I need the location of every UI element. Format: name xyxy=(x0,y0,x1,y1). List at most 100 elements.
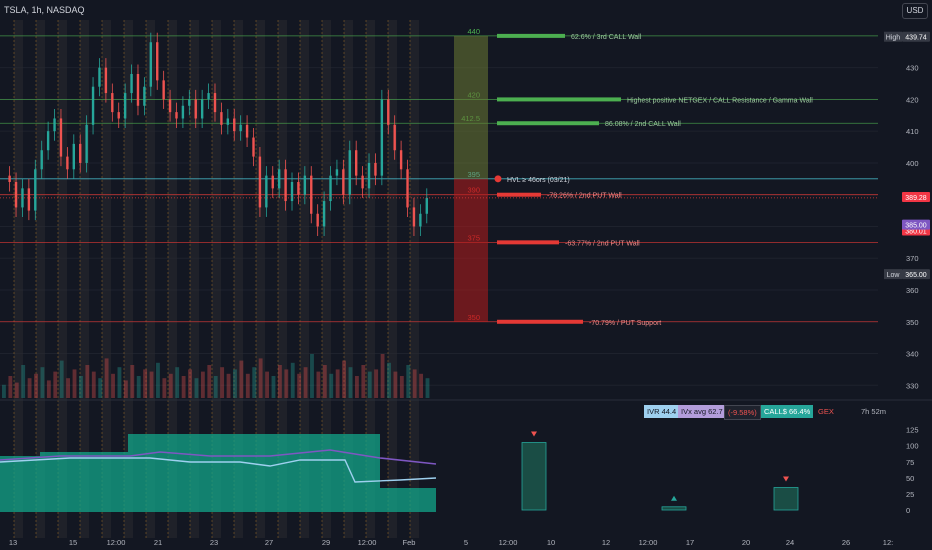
call-zone xyxy=(454,35,488,179)
price-tick-label: 370 xyxy=(906,254,919,263)
calls-badge: CALL$ 66.4% xyxy=(761,405,814,418)
volume-bar xyxy=(181,376,186,398)
session-stripe xyxy=(102,20,111,538)
time-axis-label: 12:00 xyxy=(499,538,518,547)
time-axis-label: 29 xyxy=(322,538,330,547)
time-axis-label: 13 xyxy=(9,538,17,547)
candle-body xyxy=(245,124,249,138)
candle-body xyxy=(46,131,50,151)
candle-body xyxy=(419,213,422,227)
volume-bar xyxy=(354,376,359,398)
indicator-tick-label: 125 xyxy=(906,426,919,435)
iv-line xyxy=(0,457,437,483)
indicator-bar xyxy=(773,487,799,511)
volume-bar xyxy=(40,367,45,398)
price-badge-value: 380.01 xyxy=(905,228,927,235)
indicator-tick-label: 50 xyxy=(906,474,914,483)
candle-body xyxy=(27,188,31,211)
time-axis-label: 21 xyxy=(154,538,162,547)
time-axis-label: 12: xyxy=(883,538,893,547)
volume-bar xyxy=(117,367,122,398)
volume-bar xyxy=(316,371,321,398)
hvl-dot xyxy=(494,175,502,183)
ivx-badge: IVx avg 62.7 xyxy=(678,405,726,418)
put-zone xyxy=(454,178,488,322)
time-axis-label: 12 xyxy=(602,538,610,547)
candle-body xyxy=(387,99,390,125)
candle-body xyxy=(53,118,56,132)
session-stripe xyxy=(300,20,309,538)
candle-body xyxy=(284,169,287,202)
timer-badge: 7h 52m xyxy=(861,407,887,416)
session-stripe xyxy=(322,20,331,538)
price-badge xyxy=(902,219,930,230)
gex-level-bar xyxy=(497,319,583,324)
session-stripe xyxy=(168,20,177,538)
ivr-badge: IVR 44.4 xyxy=(644,405,680,418)
candle-body xyxy=(239,124,242,132)
session-stripe xyxy=(388,20,397,538)
volume-bar xyxy=(239,360,244,398)
candle-body xyxy=(8,175,11,182)
volume-bar xyxy=(342,360,346,398)
volume-bar xyxy=(393,371,398,398)
candle-body xyxy=(342,169,345,195)
volume-bar xyxy=(412,369,417,398)
volume-bar xyxy=(277,365,282,398)
indicator-bar xyxy=(661,506,687,511)
volume-bar xyxy=(310,354,314,398)
gex-level-note: -63.77% / 2nd PUT Wall xyxy=(565,240,640,247)
session-stripe xyxy=(234,20,243,538)
volume-bar xyxy=(245,373,250,398)
candle-body xyxy=(374,162,377,176)
candle-body xyxy=(226,118,230,125)
volume-bar xyxy=(271,376,276,398)
time-axis-label: 10 xyxy=(547,538,555,547)
session-stripe xyxy=(212,20,221,538)
gex-level-note: 62.6% / 3rd CALL Wall xyxy=(571,34,642,41)
indicator-bar xyxy=(521,442,547,511)
volume-bar xyxy=(104,358,109,398)
session-stripe xyxy=(256,20,265,538)
volume-bar xyxy=(188,369,192,398)
volume-bar xyxy=(98,378,103,398)
candle-body xyxy=(290,182,294,202)
candle-body xyxy=(188,99,191,106)
volume-bar xyxy=(21,365,26,398)
candle-body xyxy=(316,213,319,227)
time-axis-label: 23 xyxy=(210,538,218,547)
price-tick-label: 430 xyxy=(906,64,919,73)
price-tick-label: 330 xyxy=(906,381,919,390)
candle-body xyxy=(91,86,95,125)
session-stripe xyxy=(190,20,199,538)
volume-bar xyxy=(156,362,160,398)
price-badge-tag xyxy=(884,31,902,42)
volume-bar xyxy=(380,354,385,398)
candle-body xyxy=(271,175,274,189)
session-stripe xyxy=(124,20,133,538)
candle-body xyxy=(406,169,409,208)
volume-bar xyxy=(130,365,135,398)
candle-body xyxy=(393,124,396,151)
indicator-tick-label: 0 xyxy=(906,506,910,515)
price-badge-tag xyxy=(884,269,902,280)
candle-body xyxy=(136,74,140,106)
price-badge xyxy=(902,191,930,202)
candle-body xyxy=(412,207,416,227)
session-stripe xyxy=(410,20,419,538)
candle-body xyxy=(277,169,281,189)
candle-body xyxy=(168,99,172,113)
candle-body xyxy=(322,201,326,227)
candle-body xyxy=(361,175,364,189)
session-stripe xyxy=(80,20,89,538)
gex-level-note: Highest positive NETGEX / CALL Resistanc… xyxy=(627,97,813,104)
currency-button[interactable]: USD xyxy=(902,3,928,19)
candle-body xyxy=(72,143,75,170)
volume-bar xyxy=(8,376,13,398)
candle-body xyxy=(220,112,223,125)
volume-bar xyxy=(329,373,334,398)
volume-bar xyxy=(34,373,38,398)
gex-badge: GEX xyxy=(818,407,834,416)
price-badge-label: Low xyxy=(887,272,901,279)
